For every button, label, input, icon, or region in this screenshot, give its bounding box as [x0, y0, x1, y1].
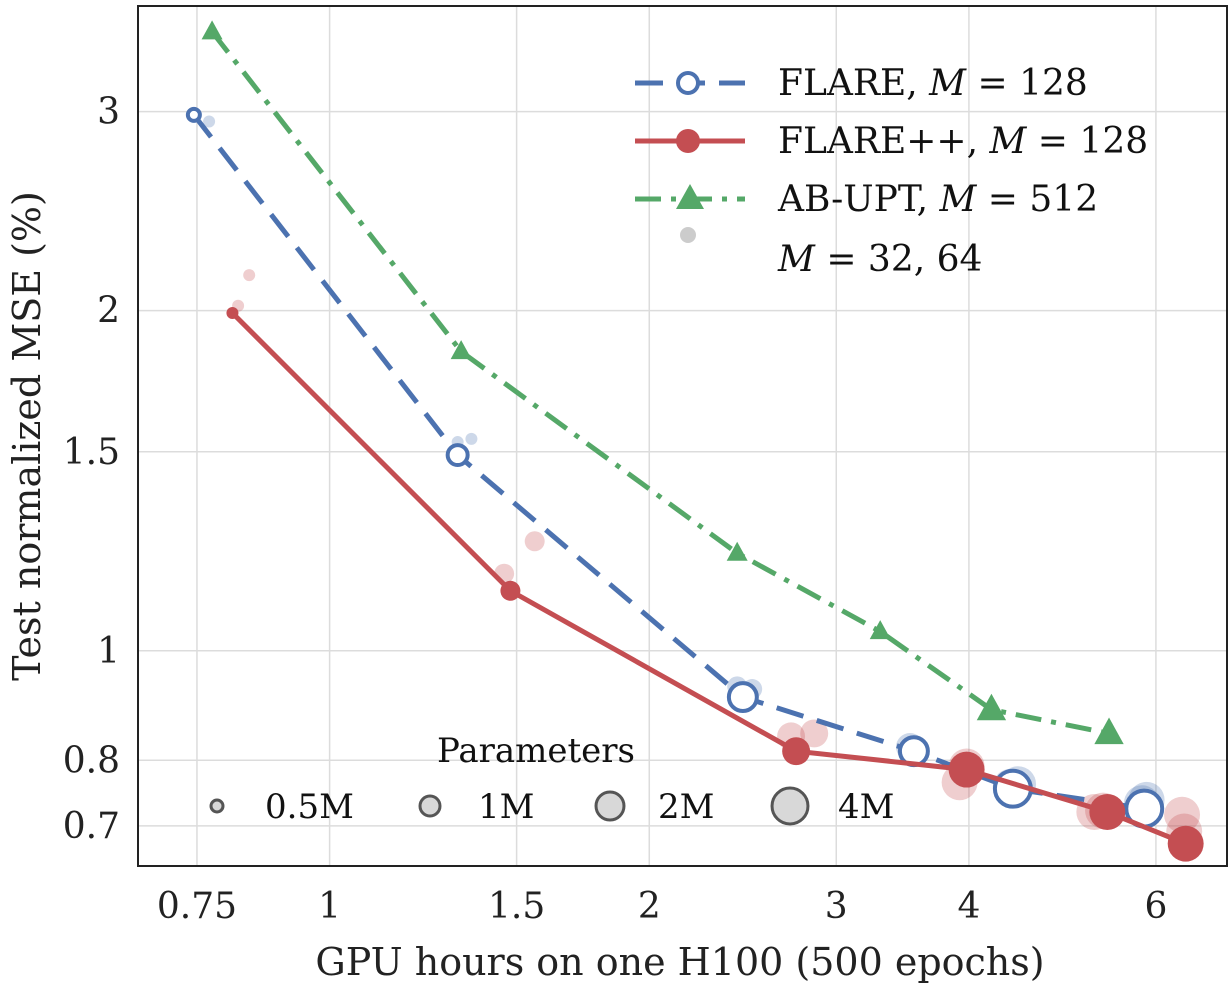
size-legend: Parameters 0.5M 1M 2M 4M: [209, 731, 894, 827]
secondary-point: [243, 269, 256, 282]
data-point: [726, 681, 759, 714]
y-tick-labels: 0.7 0.8 1 1.5 2 3: [63, 92, 120, 847]
data-point: [445, 443, 470, 468]
x-tick-label: 1.5: [488, 886, 545, 927]
secondary-point: [465, 432, 478, 445]
x-tick-label: 4: [957, 886, 980, 927]
data-point: [500, 580, 521, 601]
size-legend-marker: [418, 794, 442, 818]
x-tick-label: 0.75: [157, 886, 237, 927]
x-tick-label: 1: [318, 886, 341, 927]
size-legend-marker: [594, 790, 626, 822]
legend-label: AB-UPT, M = 512: [777, 179, 1098, 220]
series-line-2: [210, 30, 1110, 736]
x-tick-label: 3: [825, 886, 848, 927]
legend-marker: [676, 129, 700, 153]
data-point: [201, 20, 223, 40]
data-point: [726, 541, 748, 561]
data-point: [1094, 717, 1124, 745]
data-point: [782, 737, 811, 766]
size-legend-title: Parameters: [437, 731, 635, 771]
y-tick-label: 0.7: [63, 806, 120, 847]
legend-marker: [676, 71, 700, 95]
data-point: [1089, 794, 1126, 830]
data-point: [1167, 825, 1204, 862]
y-axis-title: Test normalized MSE (%): [5, 191, 49, 681]
legend-marker: [676, 184, 704, 209]
x-tick-label: 6: [1144, 886, 1167, 927]
data-point: [450, 340, 472, 360]
size-legend-label: 0.5M: [265, 787, 354, 827]
size-legend-label: 2M: [658, 787, 714, 827]
y-tick-label: 1.5: [63, 432, 120, 473]
legend-label: FLARE, M = 128: [778, 63, 1088, 104]
legend-marker: [680, 227, 696, 243]
y-tick-label: 2: [97, 291, 120, 332]
y-tick-label: 0.8: [63, 740, 120, 781]
data-point: [226, 307, 239, 320]
legend-label: M = 32, 64: [777, 239, 982, 280]
grid-lines: [138, 6, 1227, 866]
x-tick-labels: 0.75 1 1.5 2 3 4 6: [157, 886, 1167, 927]
legend-label: FLARE++, M = 128: [778, 121, 1148, 162]
x-tick-label: 2: [638, 886, 661, 927]
x-axis-title: GPU hours on one H100 (500 epochs): [315, 940, 1044, 984]
secondary-point: [800, 719, 829, 748]
y-tick-label: 3: [97, 92, 120, 133]
series-line-1: [230, 311, 1187, 847]
size-legend-label: 4M: [838, 787, 894, 827]
size-legend-marker: [770, 786, 810, 826]
data-point: [869, 620, 891, 640]
data-point: [185, 106, 202, 123]
data-point: [948, 751, 985, 788]
legend: FLARE, M = 128 FLARE++, M = 128 AB-UPT, M …: [635, 63, 1148, 280]
series-group: [185, 20, 1204, 862]
y-tick-label: 1: [97, 631, 120, 672]
data-point: [976, 693, 1007, 721]
size-legend-label: 1M: [478, 787, 534, 827]
secondary-points: [203, 115, 1203, 850]
size-legend-marker: [209, 798, 225, 814]
plot-frame: [137, 5, 1228, 867]
secondary-point: [1164, 796, 1201, 833]
secondary-point: [524, 531, 545, 552]
secondary-point: [203, 115, 216, 128]
